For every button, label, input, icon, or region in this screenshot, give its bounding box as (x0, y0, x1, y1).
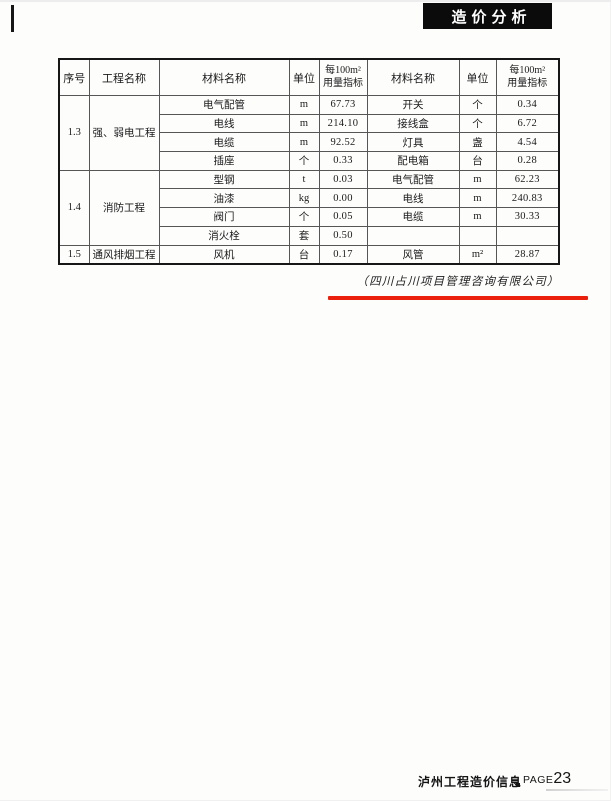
table-row: 1.5 通风排烟工程 风机 台 0.17 风管 m² 28.87 (58, 244, 560, 265)
unit-cell: 个 (458, 95, 497, 115)
company-credit: （四川占川项目管理咨询有限公司） (356, 276, 560, 288)
material-cell: 开关 (366, 95, 460, 115)
qty-cell: 0.33 (318, 151, 368, 171)
material-cell: 阀门 (158, 207, 290, 227)
header-material-name-2: 材料名称 (366, 58, 460, 96)
unit-cell: m (288, 113, 320, 134)
unit-cell: 盏 (458, 132, 497, 153)
square-bullet-icon (516, 783, 520, 787)
unit-cell: kg (288, 188, 320, 209)
qty-cell: 30.33 (495, 207, 560, 227)
table-row: 电缆 m 92.52 灯具 盏 4.54 (59, 132, 560, 153)
qty-cell: 0.05 (318, 207, 368, 227)
material-cell: 电气配管 (158, 95, 290, 115)
unit-cell: 个 (458, 113, 497, 134)
group-project-name: 通风排烟工程 (88, 244, 160, 265)
section-banner-title: 造价分析 (451, 9, 532, 26)
unit-cell (458, 225, 497, 246)
qty-cell: 0.03 (318, 169, 368, 190)
page-indicator: PAGE 23 (516, 768, 571, 791)
unit-cell: m (288, 132, 320, 153)
header-usage-index-line1: 每100m² (325, 64, 361, 76)
material-cell: 风管 (366, 244, 460, 265)
qty-cell: 0.00 (318, 188, 368, 209)
unit-cell: m (458, 207, 497, 227)
material-cell: 电气配管 (366, 169, 460, 190)
red-underline (328, 296, 588, 300)
material-cell (366, 225, 460, 246)
header-usage-index-2-line1: 每100m² (509, 64, 546, 76)
unit-cell: 台 (458, 151, 497, 171)
page-word: PAGE (523, 774, 554, 786)
material-cell: 电缆 (366, 207, 460, 227)
material-cell: 油漆 (158, 188, 290, 209)
material-cell: 接线盒 (366, 113, 460, 134)
group-project-name: 强、弱电工程 (88, 95, 160, 171)
page-number: 23 (553, 770, 572, 787)
unit-cell: 台 (288, 244, 320, 265)
unit-cell: 个 (288, 151, 320, 171)
unit-cell: t (288, 169, 320, 190)
group-no: 1.3 (58, 95, 90, 171)
material-cell: 配电箱 (366, 151, 460, 171)
table-row: 油漆 kg 0.00 电线 m 240.83 (59, 188, 560, 209)
table-row: 消火栓 套 0.50 (59, 225, 560, 246)
qty-cell: 6.72 (495, 113, 560, 134)
header-usage-index-2-line2: 用量指标 (507, 77, 548, 89)
table-row: 1.3 强、弱电工程 电气配管 m 67.73 开关 个 0.34 (58, 95, 560, 171)
material-cell: 电缆 (158, 132, 290, 153)
unit-cell: m (458, 188, 497, 209)
qty-cell: 62.23 (495, 169, 560, 190)
qty-cell: 0.34 (495, 95, 560, 115)
group-no: 1.4 (58, 169, 90, 246)
scan-smudge (546, 789, 608, 791)
qty-cell: 67.73 (318, 95, 368, 115)
print-tick-mark (11, 5, 14, 32)
table-row: 1.4 消防工程 型钢 t 0.03 电气配管 m 62.23 (58, 169, 560, 246)
qty-cell: 214.10 (318, 113, 368, 134)
header-no: 序号 (58, 58, 90, 96)
qty-cell (495, 225, 560, 246)
group-no: 1.5 (58, 244, 90, 265)
header-project-name: 工程名称 (88, 58, 160, 96)
group-project-name: 消防工程 (88, 169, 160, 246)
journal-title: 泸州工程造价信息 (418, 775, 523, 789)
material-cell: 风机 (158, 244, 290, 265)
section-banner: 造价分析 (423, 3, 552, 29)
unit-cell: m² (458, 244, 497, 265)
material-cell: 灯具 (366, 132, 460, 153)
page-footer: 泸州工程造价信息 PAGE 23 (0, 768, 611, 794)
header-unit: 单位 (288, 58, 320, 96)
qty-cell: 0.28 (495, 151, 560, 171)
unit-cell: 个 (288, 207, 320, 227)
header-unit-2: 单位 (458, 58, 497, 96)
material-usage-table: 序号 工程名称 材料名称 单位 每100m² 用量指标 材料名称 单位 每100… (58, 58, 560, 265)
material-cell: 型钢 (158, 169, 290, 190)
unit-cell: 套 (288, 225, 320, 246)
qty-cell: 4.54 (495, 132, 560, 153)
material-cell: 消火栓 (158, 225, 290, 246)
qty-cell: 0.17 (318, 244, 368, 265)
header-usage-index-line2: 用量指标 (323, 77, 363, 89)
table-row: 阀门 个 0.05 电缆 m 30.33 (59, 207, 560, 227)
material-cell: 电线 (158, 113, 290, 134)
table-header-row: 序号 工程名称 材料名称 单位 每100m² 用量指标 材料名称 单位 每100… (58, 58, 560, 96)
unit-cell: m (458, 169, 497, 190)
material-cell: 插座 (158, 151, 290, 171)
qty-cell: 240.83 (495, 188, 560, 209)
material-cell: 电线 (366, 188, 460, 209)
header-material-name: 材料名称 (158, 58, 290, 96)
header-usage-index-2: 每100m² 用量指标 (495, 58, 560, 96)
qty-cell: 92.52 (318, 132, 368, 153)
qty-cell: 28.87 (495, 244, 560, 265)
qty-cell: 0.50 (318, 225, 368, 246)
header-usage-index: 每100m² 用量指标 (318, 58, 368, 96)
unit-cell: m (288, 95, 320, 115)
